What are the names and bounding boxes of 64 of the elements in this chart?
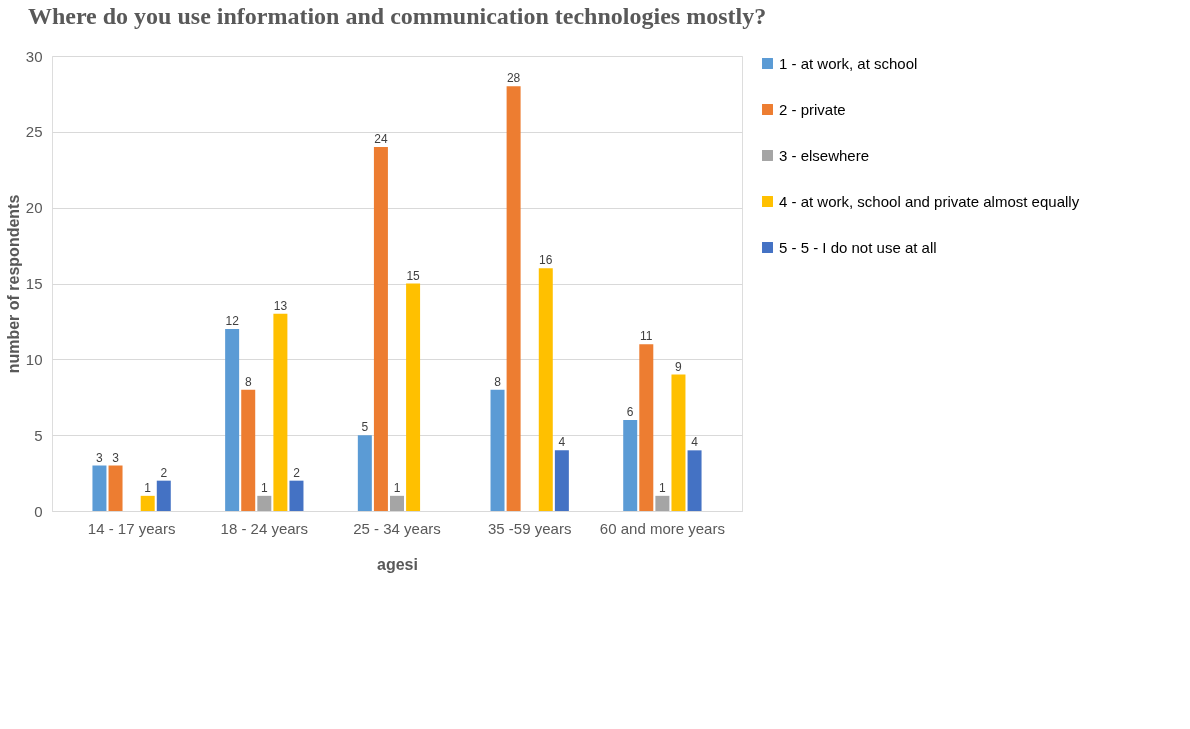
bar — [639, 344, 654, 511]
x-tick-label: 60 and more years — [599, 519, 725, 537]
bar — [373, 147, 388, 511]
bar — [538, 268, 553, 511]
data-label: 9 — [675, 359, 683, 374]
legend-label: 3 - elsewhere — [779, 146, 870, 164]
data-label: 11 — [640, 329, 653, 344]
y-tick-label: 10 — [25, 350, 43, 368]
y-tick-label: 15 — [25, 275, 43, 292]
data-label: 2 — [160, 465, 168, 480]
x-tick-label: 18 - 24 years — [220, 519, 309, 537]
bar — [406, 283, 421, 511]
bar — [687, 450, 702, 511]
y-tick-label: 25 — [25, 123, 43, 141]
data-label: 16 — [539, 253, 553, 268]
bar — [156, 480, 171, 511]
data-label: 4 — [691, 435, 699, 450]
data-label: 8 — [244, 374, 252, 389]
data-label: 1 — [393, 480, 401, 495]
legend-label: 2 - private — [779, 100, 846, 118]
bar — [257, 495, 272, 511]
x-tick-label: 35 -59 years — [488, 519, 572, 537]
data-label: 28 — [506, 71, 521, 86]
legend-label: 5 - 5 - I do not use at all — [779, 238, 937, 256]
data-label: 15 — [406, 268, 421, 283]
data-label: 1 — [659, 480, 667, 495]
bar — [655, 495, 670, 511]
legend-label: 1 - at work, at school — [779, 54, 918, 72]
data-label: 12 — [225, 314, 240, 328]
bar — [357, 435, 372, 511]
bar — [506, 86, 521, 511]
x-axis-title: agesi — [377, 555, 418, 573]
y-tick-label: 5 — [34, 426, 43, 444]
bar — [390, 495, 404, 511]
x-tick-label: 14 - 17 years — [87, 519, 176, 537]
bar — [289, 480, 304, 511]
bar — [108, 465, 123, 511]
bar — [671, 374, 686, 511]
data-label: 8 — [494, 374, 502, 389]
data-label: 1 — [144, 480, 152, 495]
bar — [490, 389, 505, 511]
bar — [241, 389, 256, 511]
chart-title: Where do you use information and communication technologies mostly? — [27, 3, 767, 29]
bar — [554, 450, 569, 511]
bar — [623, 420, 638, 511]
bar — [140, 495, 155, 511]
legend-label: 4 - at work, school and private almost equally — [779, 192, 1080, 210]
data-label: 5 — [361, 420, 369, 435]
data-label: 24 — [374, 132, 388, 146]
data-label: 13 — [273, 298, 288, 313]
y-tick-label: 20 — [25, 199, 43, 217]
bar — [225, 329, 240, 511]
bar — [92, 465, 107, 511]
data-label: 4 — [558, 435, 566, 450]
y-tick-label: 0 — [34, 502, 43, 520]
data-label: 6 — [626, 405, 634, 419]
data-label: 3 — [96, 450, 104, 465]
y-axis-title: number of respondents — [4, 194, 22, 374]
bar — [273, 313, 288, 511]
data-label: 3 — [112, 450, 120, 465]
data-label: 2 — [293, 465, 301, 480]
x-tick-label: 25 - 34 years — [353, 519, 441, 537]
data-label: 1 — [260, 480, 268, 495]
y-tick-label: 30 — [25, 47, 43, 65]
